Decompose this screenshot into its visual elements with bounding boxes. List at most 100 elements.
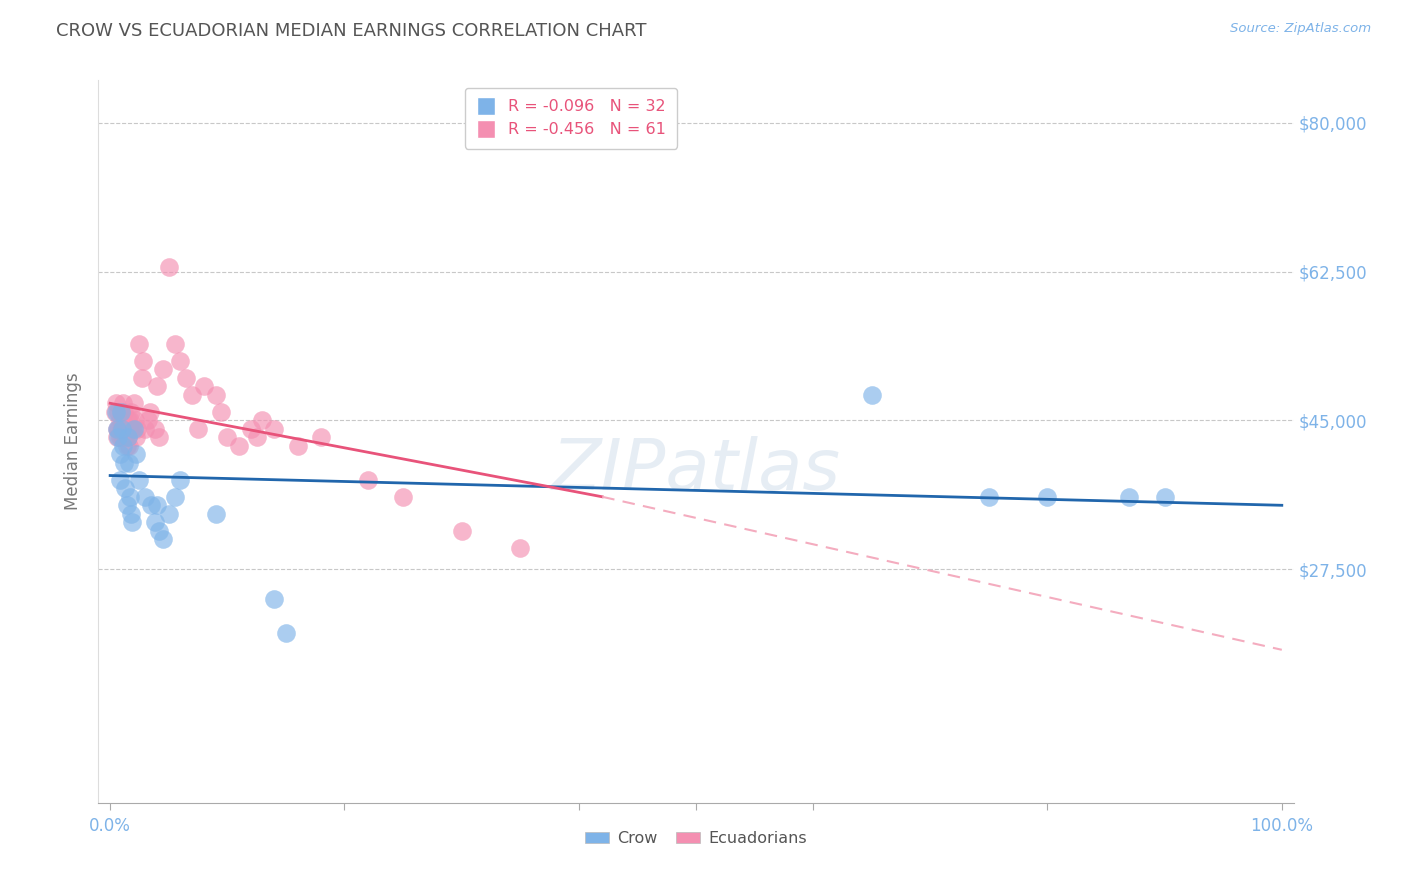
Point — [121, 422, 143, 436]
Point — [111, 430, 134, 444]
Point — [105, 430, 128, 444]
Point — [450, 524, 472, 538]
Point — [114, 430, 136, 444]
Y-axis label: Median Earnings: Median Earnings — [65, 373, 83, 510]
Point — [134, 490, 156, 504]
Point — [169, 473, 191, 487]
Point — [118, 456, 141, 470]
Point — [108, 430, 131, 444]
Legend: Crow, Ecuadorians: Crow, Ecuadorians — [578, 825, 814, 853]
Point — [108, 473, 131, 487]
Point — [263, 591, 285, 606]
Point — [1153, 490, 1175, 504]
Point — [114, 481, 136, 495]
Point — [287, 439, 309, 453]
Point — [125, 430, 148, 444]
Point — [357, 473, 380, 487]
Point — [117, 430, 139, 444]
Point — [509, 541, 531, 555]
Point — [157, 260, 180, 275]
Point — [122, 422, 145, 436]
Point — [392, 490, 415, 504]
Point — [252, 413, 274, 427]
Point — [117, 413, 139, 427]
Point — [107, 405, 129, 419]
Point — [143, 422, 166, 436]
Point — [309, 430, 332, 444]
Point — [127, 422, 149, 436]
Point — [169, 353, 191, 368]
Point — [108, 447, 131, 461]
Text: ZIPatlas: ZIPatlas — [551, 436, 841, 505]
Point — [125, 447, 148, 461]
Point — [105, 422, 128, 436]
Point — [187, 422, 209, 436]
Point — [1118, 490, 1140, 504]
Point — [112, 439, 135, 453]
Point — [163, 490, 186, 504]
Point — [157, 507, 180, 521]
Point — [163, 336, 186, 351]
Point — [112, 396, 135, 410]
Point — [274, 625, 297, 640]
Point — [111, 413, 134, 427]
Point — [246, 430, 269, 444]
Point — [115, 498, 138, 512]
Point — [148, 524, 170, 538]
Point — [1036, 490, 1059, 504]
Point — [239, 422, 262, 436]
Point — [110, 405, 132, 419]
Point — [117, 430, 139, 444]
Point — [104, 405, 127, 419]
Point — [128, 473, 150, 487]
Point — [263, 422, 285, 436]
Point — [128, 336, 150, 351]
Point — [204, 388, 226, 402]
Point — [108, 413, 131, 427]
Text: CROW VS ECUADORIAN MEDIAN EARNINGS CORRELATION CHART: CROW VS ECUADORIAN MEDIAN EARNINGS CORRE… — [56, 22, 647, 40]
Point — [118, 422, 141, 436]
Point — [977, 490, 1000, 504]
Point — [121, 516, 143, 530]
Point — [148, 430, 170, 444]
Point — [132, 353, 155, 368]
Point — [105, 405, 128, 419]
Point — [211, 405, 233, 419]
Point — [204, 507, 226, 521]
Point — [110, 405, 132, 419]
Point — [152, 533, 174, 547]
Point — [146, 498, 169, 512]
Point — [139, 405, 162, 419]
Text: Source: ZipAtlas.com: Source: ZipAtlas.com — [1230, 22, 1371, 36]
Point — [120, 405, 142, 419]
Point — [107, 422, 129, 436]
Point — [131, 371, 153, 385]
Point — [146, 379, 169, 393]
Point — [136, 413, 159, 427]
Point — [152, 362, 174, 376]
Point — [217, 430, 239, 444]
Point — [115, 422, 138, 436]
Point — [110, 422, 132, 436]
Point — [105, 396, 128, 410]
Point — [112, 405, 135, 419]
Point — [124, 413, 146, 427]
Point — [228, 439, 250, 453]
Point — [193, 379, 215, 393]
Point — [107, 430, 129, 444]
Point — [112, 422, 135, 436]
Point — [181, 388, 204, 402]
Point — [860, 388, 883, 402]
Point — [141, 498, 163, 512]
Point — [143, 516, 166, 530]
Point — [120, 490, 141, 504]
Point — [114, 422, 136, 436]
Point — [120, 507, 142, 521]
Point — [118, 439, 141, 453]
Point — [174, 371, 197, 385]
Point — [112, 456, 135, 470]
Point — [120, 413, 141, 427]
Point — [134, 422, 156, 436]
Point — [122, 396, 145, 410]
Point — [105, 422, 128, 436]
